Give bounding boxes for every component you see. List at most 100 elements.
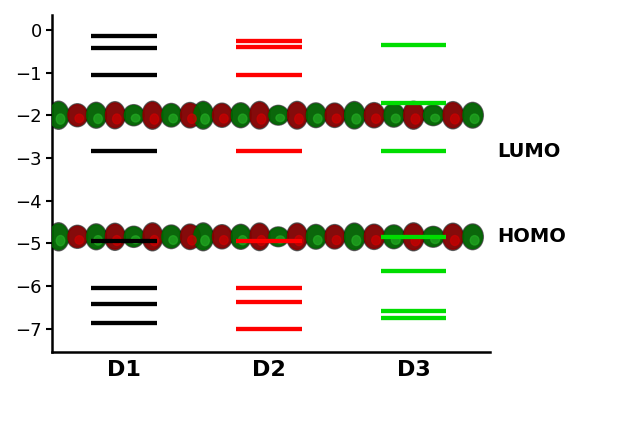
Text: D3: D3: [397, 360, 431, 380]
Ellipse shape: [249, 223, 270, 251]
Ellipse shape: [268, 105, 289, 125]
Ellipse shape: [112, 114, 121, 124]
Ellipse shape: [324, 224, 345, 249]
Ellipse shape: [86, 102, 107, 128]
Ellipse shape: [87, 103, 105, 127]
Ellipse shape: [411, 114, 420, 124]
Ellipse shape: [352, 235, 360, 246]
Ellipse shape: [94, 114, 102, 124]
Ellipse shape: [87, 225, 105, 249]
Ellipse shape: [169, 236, 178, 244]
Ellipse shape: [194, 102, 213, 128]
Ellipse shape: [212, 103, 233, 127]
Ellipse shape: [123, 226, 144, 247]
Ellipse shape: [249, 102, 270, 129]
Ellipse shape: [86, 224, 107, 250]
Ellipse shape: [143, 224, 162, 249]
Ellipse shape: [143, 102, 162, 128]
Ellipse shape: [384, 105, 403, 126]
Ellipse shape: [231, 224, 251, 249]
Ellipse shape: [105, 224, 125, 249]
Ellipse shape: [391, 114, 400, 123]
Ellipse shape: [194, 224, 213, 249]
Ellipse shape: [404, 224, 423, 249]
Ellipse shape: [344, 103, 364, 128]
Ellipse shape: [212, 225, 233, 249]
Ellipse shape: [142, 223, 163, 251]
Ellipse shape: [201, 114, 210, 124]
Ellipse shape: [325, 226, 344, 248]
Ellipse shape: [231, 104, 250, 127]
Ellipse shape: [391, 236, 400, 244]
Ellipse shape: [424, 106, 443, 125]
Ellipse shape: [411, 235, 420, 246]
Ellipse shape: [450, 114, 459, 124]
Ellipse shape: [470, 235, 479, 245]
Ellipse shape: [238, 114, 247, 123]
Ellipse shape: [162, 226, 181, 247]
Ellipse shape: [364, 104, 384, 127]
Ellipse shape: [105, 223, 125, 250]
Ellipse shape: [470, 114, 479, 123]
Ellipse shape: [276, 236, 284, 243]
Ellipse shape: [305, 103, 327, 128]
Ellipse shape: [67, 225, 88, 248]
Ellipse shape: [48, 223, 69, 251]
Ellipse shape: [463, 104, 482, 127]
Text: LUMO: LUMO: [497, 142, 560, 161]
Ellipse shape: [344, 102, 365, 129]
Ellipse shape: [384, 226, 403, 248]
Ellipse shape: [332, 236, 341, 244]
Ellipse shape: [75, 114, 84, 122]
Ellipse shape: [213, 226, 231, 248]
Ellipse shape: [105, 103, 125, 128]
Ellipse shape: [161, 103, 181, 127]
Text: HOMO: HOMO: [497, 227, 566, 246]
Ellipse shape: [364, 224, 385, 249]
Ellipse shape: [123, 105, 144, 126]
Ellipse shape: [94, 235, 102, 245]
Ellipse shape: [288, 224, 307, 249]
Ellipse shape: [161, 225, 181, 249]
Ellipse shape: [314, 114, 322, 123]
Ellipse shape: [383, 103, 404, 127]
Ellipse shape: [132, 236, 140, 244]
Ellipse shape: [180, 102, 201, 128]
Ellipse shape: [383, 225, 404, 249]
Ellipse shape: [257, 235, 266, 246]
Ellipse shape: [462, 224, 483, 249]
Ellipse shape: [188, 114, 196, 123]
Ellipse shape: [352, 114, 360, 124]
Ellipse shape: [67, 104, 88, 127]
Ellipse shape: [181, 225, 199, 248]
Ellipse shape: [220, 114, 228, 123]
Ellipse shape: [324, 103, 345, 128]
Ellipse shape: [463, 225, 482, 249]
Ellipse shape: [307, 226, 325, 248]
Ellipse shape: [250, 224, 269, 249]
Ellipse shape: [193, 223, 213, 251]
Ellipse shape: [295, 114, 304, 124]
Ellipse shape: [180, 224, 201, 249]
Ellipse shape: [305, 224, 327, 249]
Ellipse shape: [124, 227, 143, 246]
Ellipse shape: [287, 102, 307, 129]
Ellipse shape: [269, 228, 288, 246]
Ellipse shape: [288, 102, 307, 128]
Ellipse shape: [422, 105, 444, 126]
Ellipse shape: [231, 225, 250, 248]
Ellipse shape: [257, 114, 266, 124]
Ellipse shape: [201, 235, 210, 246]
Ellipse shape: [49, 102, 68, 128]
Ellipse shape: [372, 114, 380, 123]
Ellipse shape: [238, 236, 247, 245]
Ellipse shape: [287, 223, 307, 251]
Ellipse shape: [431, 236, 440, 244]
Ellipse shape: [344, 224, 364, 249]
Ellipse shape: [450, 235, 459, 246]
Ellipse shape: [213, 104, 231, 126]
Ellipse shape: [181, 104, 199, 127]
Ellipse shape: [268, 227, 289, 247]
Ellipse shape: [364, 225, 384, 248]
Ellipse shape: [431, 114, 440, 122]
